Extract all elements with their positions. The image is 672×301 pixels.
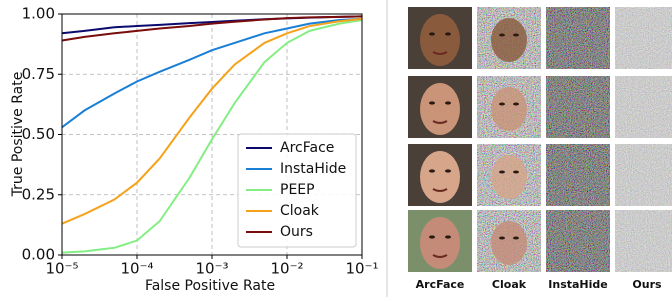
image-tile — [615, 7, 672, 69]
face — [420, 14, 460, 66]
legend-label: PEEP — [280, 182, 315, 198]
image-tile — [408, 76, 472, 138]
image-tile — [546, 210, 610, 272]
image-tile — [477, 7, 541, 69]
eye — [429, 169, 435, 172]
noise — [546, 144, 610, 206]
x-tick-label: 10⁻⁵ — [45, 260, 78, 278]
eye — [513, 34, 519, 37]
image-tile — [615, 76, 672, 138]
face — [420, 151, 460, 203]
image-tile — [477, 76, 541, 138]
eye — [513, 237, 519, 240]
x-tick-label: 10⁻⁴ — [120, 260, 153, 278]
noise — [615, 76, 672, 138]
column-label: Cloak — [492, 278, 527, 291]
face — [420, 217, 460, 269]
noise — [615, 210, 672, 272]
noise — [615, 7, 672, 69]
image-tile — [546, 144, 610, 206]
roc-chart: False Positive Rate True Positive Rate 0… — [10, 5, 379, 295]
column-label: InstaHide — [548, 278, 607, 291]
legend-label: ArcFace — [280, 140, 334, 156]
eye — [499, 103, 505, 106]
noise — [546, 210, 610, 272]
x-axis-label: False Positive Rate — [145, 278, 275, 294]
y-tick-label: 0.75 — [22, 65, 55, 83]
eye — [499, 237, 505, 240]
image-tile — [477, 210, 541, 272]
eye — [499, 171, 505, 174]
eye — [513, 171, 519, 174]
noise — [546, 76, 610, 138]
face — [491, 87, 527, 131]
column-label: Ours — [632, 278, 662, 291]
face — [491, 221, 527, 265]
image-tile — [408, 210, 472, 272]
face — [491, 18, 527, 62]
image-tile — [408, 7, 472, 69]
y-tick-label: 0.25 — [22, 185, 55, 203]
image-panel: ArcFace Cloak InstaHide Ours — [408, 7, 672, 291]
x-tick-label: 10⁻³ — [195, 260, 228, 278]
eye — [429, 235, 435, 238]
eye — [499, 34, 505, 37]
eye — [429, 101, 435, 104]
eye — [445, 235, 451, 238]
image-tile — [408, 144, 472, 206]
x-tick-label: 10⁻² — [270, 260, 303, 278]
noise — [615, 144, 672, 206]
legend-label: Cloak — [280, 203, 320, 219]
image-tile — [615, 144, 672, 206]
face — [420, 83, 460, 135]
eye — [445, 101, 451, 104]
noise — [546, 7, 610, 69]
face — [491, 155, 527, 199]
eye — [445, 32, 451, 35]
legend-label: Ours — [280, 224, 313, 240]
eye — [429, 32, 435, 35]
figure: False Positive Rate True Positive Rate 0… — [0, 0, 672, 297]
image-tile — [477, 144, 541, 206]
image-tile — [546, 76, 610, 138]
y-tick-label: 1.00 — [22, 5, 55, 23]
image-tile — [615, 210, 672, 272]
column-label: ArcFace — [416, 278, 465, 291]
eye — [513, 103, 519, 106]
legend-label: InstaHide — [280, 161, 346, 177]
image-tile — [546, 7, 610, 69]
y-tick-label: 0.50 — [22, 125, 55, 143]
x-tick-label: 10⁻¹ — [345, 260, 378, 278]
eye — [445, 169, 451, 172]
